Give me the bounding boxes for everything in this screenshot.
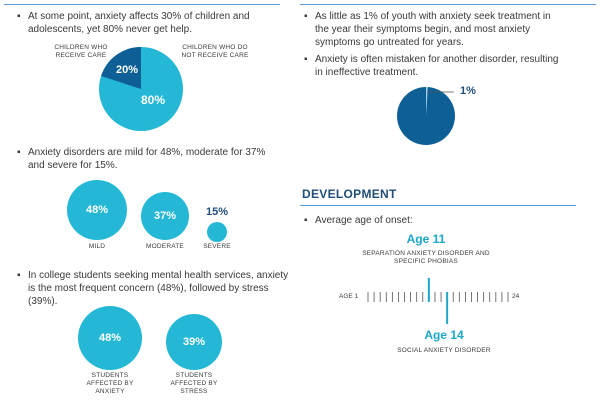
value-severe: 15% bbox=[205, 206, 229, 218]
age-11-label: SEPARATION ANXIETY DISORDER AND SPECIFIC… bbox=[362, 250, 490, 265]
age-14-title: Age 14 bbox=[424, 328, 464, 342]
label-receive-care: CHILDREN WHO RECEIVE CARE bbox=[54, 44, 108, 59]
pie-value-receive: 20% bbox=[116, 64, 138, 76]
left-top-rule bbox=[4, 4, 280, 5]
timeline-ticks bbox=[367, 278, 509, 324]
bullet-dot: ▪ bbox=[304, 54, 308, 65]
label-not-receive-care: CHILDREN WHO DO NOT RECEIVE CARE bbox=[181, 44, 249, 59]
treatment-pie-value: 1% bbox=[460, 85, 476, 97]
circle-severe bbox=[207, 222, 227, 242]
bullet-dot: ▪ bbox=[17, 11, 21, 22]
circle-stress: 39% bbox=[166, 314, 222, 370]
circle-mild: 48% bbox=[67, 180, 127, 240]
value-anxiety: 48% bbox=[98, 332, 122, 344]
bullet-dot: ▪ bbox=[17, 270, 21, 281]
pie-slice-receive bbox=[101, 47, 141, 89]
bullet-dot: ▪ bbox=[304, 215, 308, 226]
circle-anxiety: 48% bbox=[78, 306, 142, 370]
age-14-label: SOCIAL ANXIETY DISORDER bbox=[397, 347, 491, 354]
bullet-anxiety-affects: ▪ At some point, anxiety affects 30% of … bbox=[17, 10, 268, 36]
bullet-text: Anxiety disorders are mild for 48%, mode… bbox=[28, 147, 266, 171]
bullet-text: In college students seeking mental healt… bbox=[28, 270, 289, 307]
bullet-treatment: ▪ As little as 1% of youth with anxiety … bbox=[304, 10, 567, 49]
treatment-pie-chart bbox=[397, 87, 455, 145]
age-axis-end: 24 bbox=[512, 293, 520, 300]
bullet-dot: ▪ bbox=[17, 147, 21, 158]
label-severe: SEVERE bbox=[203, 243, 231, 250]
pie-value-not-receive: 80% bbox=[141, 93, 165, 107]
right-top-rule bbox=[300, 4, 596, 5]
bullet-college: ▪ In college students seeking mental hea… bbox=[17, 269, 290, 308]
care-pie-chart: 20% 80% bbox=[99, 47, 183, 131]
value-stress: 39% bbox=[182, 336, 206, 348]
bullet-onset: ▪ Average age of onset: bbox=[304, 214, 515, 227]
age-timeline bbox=[367, 278, 509, 324]
bullet-mistaken: ▪ Anxiety is often mistaken for another … bbox=[304, 53, 567, 79]
bullet-text: At some point, anxiety affects 30% of ch… bbox=[28, 11, 250, 35]
age-11-title: Age 11 bbox=[406, 232, 446, 246]
label-mild: MILD bbox=[88, 243, 106, 250]
bullet-text: Average age of onset: bbox=[315, 215, 413, 226]
label-stress: STUDENTS AFFECTED BY STRESS bbox=[170, 372, 218, 395]
age-axis-start: AGE 1 bbox=[339, 293, 359, 300]
bullet-dot: ▪ bbox=[304, 11, 308, 22]
circle-moderate: 37% bbox=[141, 192, 189, 240]
bullet-text: Anxiety is often mistaken for another di… bbox=[315, 54, 559, 78]
label-anxiety: STUDENTS AFFECTED BY ANXIETY bbox=[86, 372, 134, 395]
pie-slice-treated bbox=[426, 87, 428, 116]
bullet-text: As little as 1% of youth with anxiety se… bbox=[315, 11, 551, 48]
development-heading: DEVELOPMENT bbox=[302, 187, 397, 201]
value-moderate: 37% bbox=[153, 210, 177, 222]
bullet-severity: ▪ Anxiety disorders are mild for 48%, mo… bbox=[17, 146, 268, 172]
value-mild: 48% bbox=[85, 204, 109, 216]
development-rule bbox=[300, 205, 576, 206]
label-moderate: MODERATE bbox=[146, 243, 184, 250]
